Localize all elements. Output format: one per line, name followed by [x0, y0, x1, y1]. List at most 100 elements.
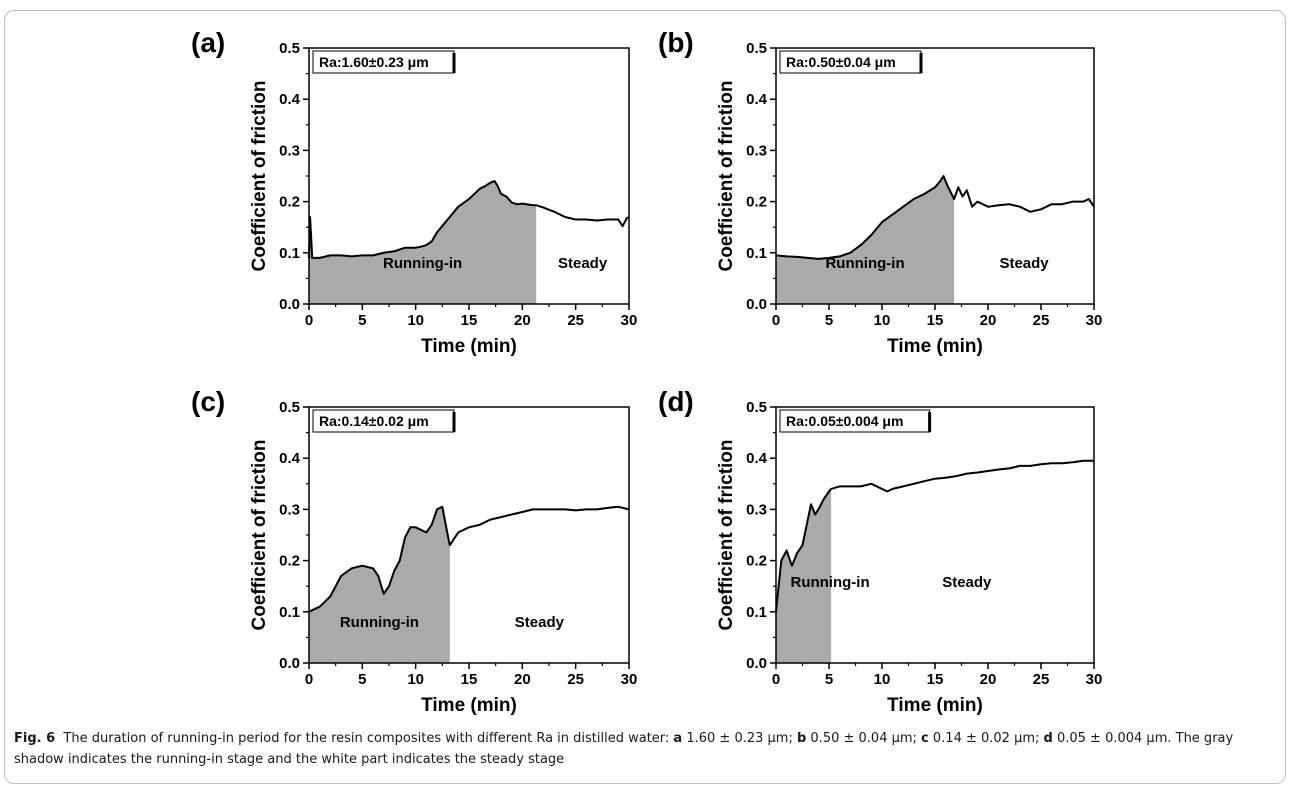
x-tick-label: 30	[1086, 671, 1103, 688]
friction-series-line	[308, 180, 630, 259]
x-tick-label: 0	[305, 312, 313, 329]
caption-a-label: a	[673, 731, 683, 746]
friction-series-line	[775, 459, 1094, 612]
x-tick-label: 25	[1033, 671, 1050, 688]
x-tick-label: 10	[874, 671, 891, 688]
running-in-label: Running-in	[790, 574, 869, 591]
running-in-label: Running-in	[825, 255, 904, 272]
running-in-area	[776, 488, 832, 663]
x-tick-label: 15	[927, 671, 944, 688]
y-tick-label: 0.1	[279, 604, 300, 621]
y-tick-label: 0.3	[279, 501, 300, 518]
x-tick-label: 10	[874, 312, 891, 329]
y-tick-label: 0.5	[746, 399, 767, 416]
running-in-area	[309, 506, 450, 663]
y-tick-label: 0.1	[279, 245, 300, 262]
x-tick-label: 15	[927, 312, 944, 329]
caption-figure-label: Fig. 6	[14, 731, 56, 746]
y-tick-label: 0.0	[746, 655, 767, 672]
x-axis-label: Time (min)	[421, 336, 517, 357]
x-tick-label: 30	[621, 671, 638, 688]
x-tick-label: 10	[407, 671, 424, 688]
figure-panels: 0 5 10 15 20 25 30 0.0 0.1 0.2 0.3 0.4 0.5 Time (min)…	[191, 27, 1102, 716]
y-axis-label: Coefficient of friction	[716, 439, 737, 630]
y-axis-label: Coefficient of friction	[716, 80, 737, 271]
x-tick-label: 0	[772, 671, 780, 688]
y-tick-label: 0.1	[746, 245, 767, 262]
x-axis-label: Time (min)	[887, 336, 983, 357]
ra-annotation: Ra:0.14±0.02 μm	[319, 413, 429, 429]
y-tick-label: 0.5	[279, 399, 300, 416]
x-tick-label: 25	[567, 312, 584, 329]
y-tick-label: 0.3	[746, 142, 767, 159]
figure-frame	[4, 10, 1286, 784]
caption-d-value: 0.05 ± 0.004 μm. The gray shadow indicat…	[14, 731, 1234, 767]
y-tick-label: 0.4	[279, 450, 301, 467]
y-tick-label: 0.3	[746, 501, 767, 518]
x-tick-label: 10	[407, 312, 424, 329]
x-tick-label: 5	[825, 312, 833, 329]
steady-label: Steady	[515, 614, 565, 631]
caption-a-value: 1.60 ± 0.23 μm;	[682, 731, 797, 746]
x-tick-label: 30	[1086, 312, 1103, 329]
y-tick-label: 0.0	[746, 296, 767, 313]
x-tick-label: 20	[514, 671, 531, 688]
y-tick-label: 0.1	[746, 604, 767, 621]
y-axis-label: Coefficient of friction	[249, 439, 270, 630]
x-tick-label: 5	[358, 312, 366, 329]
y-tick-label: 0.2	[279, 553, 300, 570]
y-tick-label: 0.2	[746, 553, 767, 570]
caption-c-label: c	[921, 731, 929, 746]
caption-b-value: 0.50 ± 0.04 μm;	[806, 731, 922, 746]
running-in-area	[309, 181, 537, 304]
y-tick-label: 0.0	[279, 296, 300, 313]
x-tick-label: 5	[358, 671, 366, 688]
caption-b-label: b	[796, 731, 807, 746]
x-axis-label: Time (min)	[421, 695, 517, 716]
y-tick-label: 0.4	[746, 91, 768, 108]
y-tick-label: 0.2	[746, 194, 767, 211]
ra-annotation: Ra:0.05±0.004 μm	[786, 413, 903, 429]
steady-label: Steady	[942, 574, 992, 591]
x-tick-label: 15	[461, 671, 478, 688]
x-tick-label: 15	[461, 312, 478, 329]
x-tick-label: 20	[980, 312, 997, 329]
panel-letter: (c)	[191, 386, 225, 417]
panel-letter: (a)	[191, 27, 225, 58]
x-tick-label: 20	[514, 312, 531, 329]
ra-annotation: Ra:0.50±0.04 μm	[786, 54, 896, 70]
x-tick-label: 0	[305, 671, 313, 688]
y-tick-label: 0.5	[746, 40, 767, 57]
friction-series-line	[308, 505, 630, 613]
steady-label: Steady	[558, 255, 608, 272]
caption-d-label: d	[1043, 731, 1053, 746]
running-in-label: Running-in	[340, 614, 419, 631]
chart-panel-2: 0 5 10 15 20 25 30 0.0 0.1 0.2 0.3 0.4 0.5 Time (min)…	[658, 27, 1102, 357]
running-in-area	[776, 176, 955, 304]
chart-panel-3: 0 5 10 15 20 25 30 0.0 0.1 0.2 0.3 0.4 0.5 Time (min)…	[191, 386, 637, 716]
x-tick-label: 25	[1033, 312, 1050, 329]
y-tick-label: 0.4	[279, 91, 301, 108]
chart-panel-1: 0 5 10 15 20 25 30 0.0 0.1 0.2 0.3 0.4 0.5 Time (min)…	[191, 27, 637, 357]
running-in-label: Running-in	[383, 255, 462, 272]
chart-panel-4: 0 5 10 15 20 25 30 0.0 0.1 0.2 0.3 0.4 0.5 Time (min)…	[658, 386, 1102, 716]
y-axis-label: Coefficient of friction	[249, 80, 270, 271]
panel-letter: (b)	[658, 27, 694, 58]
x-tick-label: 20	[980, 671, 997, 688]
x-axis-label: Time (min)	[887, 695, 983, 716]
caption-c-value: 0.14 ± 0.02 μm;	[928, 731, 1044, 746]
friction-series-line	[775, 175, 1095, 260]
panel-letter: (d)	[658, 386, 694, 417]
x-tick-label: 25	[567, 671, 584, 688]
y-tick-label: 0.2	[279, 194, 300, 211]
y-tick-label: 0.0	[279, 655, 300, 672]
x-tick-label: 0	[772, 312, 780, 329]
figure-caption: Fig. 6 The duration of running-in period…	[14, 728, 1276, 770]
y-tick-label: 0.3	[279, 142, 300, 159]
y-tick-label: 0.5	[279, 40, 300, 57]
y-tick-label: 0.4	[746, 450, 768, 467]
x-tick-label: 5	[825, 671, 833, 688]
ra-annotation: Ra:1.60±0.23 μm	[319, 54, 429, 70]
x-tick-label: 30	[621, 312, 638, 329]
steady-label: Steady	[999, 255, 1049, 272]
